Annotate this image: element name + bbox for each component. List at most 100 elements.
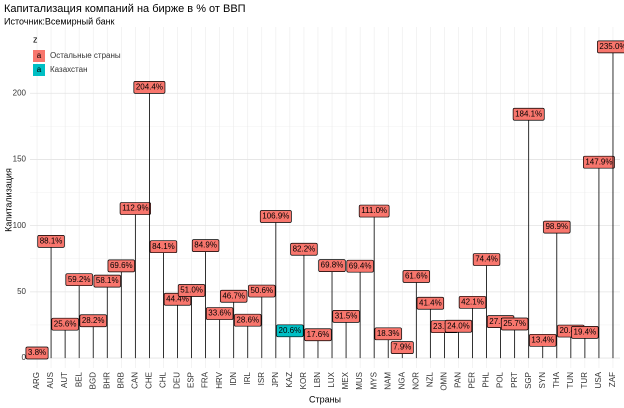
x-tick-label: BGD xyxy=(88,372,97,390)
label-box xyxy=(234,313,262,327)
value-label: 69.4% xyxy=(346,259,374,273)
chart-subtitle: Источник:Всемирный банк xyxy=(4,16,115,26)
x-tick-label: BHR xyxy=(102,372,111,389)
value-label-text: 18.3% xyxy=(377,329,400,338)
value-label: 41.4% xyxy=(416,296,445,310)
label-box xyxy=(259,210,292,223)
value-label-text: 46.7% xyxy=(222,291,245,300)
value-label: 69.6% xyxy=(107,259,136,273)
label-box xyxy=(25,346,49,360)
value-label-text: 204.4% xyxy=(136,82,163,91)
value-label: 33.6% xyxy=(205,307,234,320)
label-box xyxy=(500,317,529,331)
value-label: 51.0% xyxy=(177,284,206,297)
x-tick-label: ISR xyxy=(257,372,266,386)
value-label: 98.9% xyxy=(543,220,571,234)
value-label: 184.1% xyxy=(512,107,545,121)
x-tick-label: AUT xyxy=(60,372,69,388)
value-label: 84.1% xyxy=(149,240,178,254)
value-label-text: 111.0% xyxy=(361,206,387,215)
x-tick-label: DEU xyxy=(173,372,182,389)
x-tick-label: NZL xyxy=(425,371,434,387)
legend-key xyxy=(33,50,45,62)
x-tick-label: FRA xyxy=(201,371,210,388)
value-label-text: 84.9% xyxy=(194,241,217,250)
label-box xyxy=(205,307,234,320)
label-box xyxy=(358,204,390,218)
x-tick-label: TUN xyxy=(566,372,575,389)
value-label-text: 33.6% xyxy=(208,309,231,318)
label-box xyxy=(304,328,332,342)
value-label-text: 98.9% xyxy=(545,222,568,231)
value-label-text: 23.7% xyxy=(433,322,456,331)
value-label-text: 59.2% xyxy=(68,275,91,284)
x-tick-label: BEL xyxy=(74,371,83,387)
value-label: 84.9% xyxy=(191,239,220,252)
x-tick-label: SGP xyxy=(524,372,533,389)
value-label-text: 88.1% xyxy=(40,237,63,246)
value-label: 28.2% xyxy=(79,314,107,328)
value-label: 58.1% xyxy=(93,274,121,288)
value-label: 50.6% xyxy=(248,284,276,298)
label-box xyxy=(149,240,178,254)
x-tick-label: LBN xyxy=(313,372,322,388)
value-label-text: 3.8% xyxy=(28,348,46,357)
x-tick-label: PHL xyxy=(482,371,491,387)
x-tick-label: PER xyxy=(468,372,477,389)
y-tick-label: 100 xyxy=(13,221,27,230)
x-tick-label: MYS xyxy=(369,372,378,389)
label-box xyxy=(332,310,360,323)
value-label: 74.4% xyxy=(472,253,501,266)
value-label: 106.9% xyxy=(259,210,292,223)
legend-label: Казахстан xyxy=(50,65,88,74)
x-tick-label: TUR xyxy=(580,372,589,389)
x-tick-label: IDN xyxy=(229,372,238,386)
value-label-text: 61.6% xyxy=(405,272,428,281)
x-tick-label: NAM xyxy=(383,372,392,390)
value-label: 28.6% xyxy=(234,313,262,327)
value-label: 204.4% xyxy=(133,81,166,94)
value-label-text: 31.5% xyxy=(335,311,358,320)
x-tick-label: OMN xyxy=(440,372,449,391)
label-box xyxy=(37,235,65,248)
x-tick-label: CAN xyxy=(130,372,139,389)
value-label-text: 58.1% xyxy=(96,276,119,285)
y-tick-label: 150 xyxy=(13,155,27,164)
y-tick-label: 50 xyxy=(17,287,26,296)
label-box xyxy=(512,107,545,121)
value-label: 42.1% xyxy=(458,295,487,309)
x-tick-label: THA xyxy=(552,371,561,388)
x-tick-label: NOR xyxy=(411,372,420,390)
x-tick-label: MEX xyxy=(341,371,350,389)
value-label-text: 184.1% xyxy=(515,109,542,118)
value-label: 3.8% xyxy=(25,346,49,360)
x-tick-label: NGA xyxy=(397,371,406,389)
value-label-text: 74.4% xyxy=(475,255,498,264)
value-label: 24.0% xyxy=(444,319,473,333)
value-label-text: 44.4% xyxy=(166,294,189,303)
x-tick-label: ARG xyxy=(32,372,41,389)
value-label-text: 19.4% xyxy=(574,327,597,336)
label-box xyxy=(583,155,615,169)
value-label-text: 69.6% xyxy=(110,261,133,270)
x-tick-label: ZAF xyxy=(608,372,617,387)
label-box xyxy=(93,274,121,288)
x-tick-label: POL xyxy=(496,371,505,388)
label-box xyxy=(219,289,248,303)
x-tick-label: CHL xyxy=(159,371,168,388)
label-box xyxy=(472,253,501,266)
value-label-text: 27.5% xyxy=(489,317,512,326)
label-box xyxy=(119,202,151,215)
value-label-text: 25.7% xyxy=(503,319,526,328)
y-axis-label: Капитализация xyxy=(3,168,13,232)
y-tick-label: 0 xyxy=(22,353,27,362)
label-box xyxy=(597,40,624,54)
value-label: 46.7% xyxy=(219,289,248,303)
value-label: 69.8% xyxy=(318,259,346,272)
value-label-text: 84.1% xyxy=(152,242,175,251)
value-label: 112.9% xyxy=(119,202,151,215)
value-label: 59.2% xyxy=(65,273,93,287)
x-tick-label: LUX xyxy=(327,371,336,387)
value-label: 147.9% xyxy=(583,155,615,169)
chart-title: Капитализация компаний на бирже в % от В… xyxy=(4,3,246,15)
